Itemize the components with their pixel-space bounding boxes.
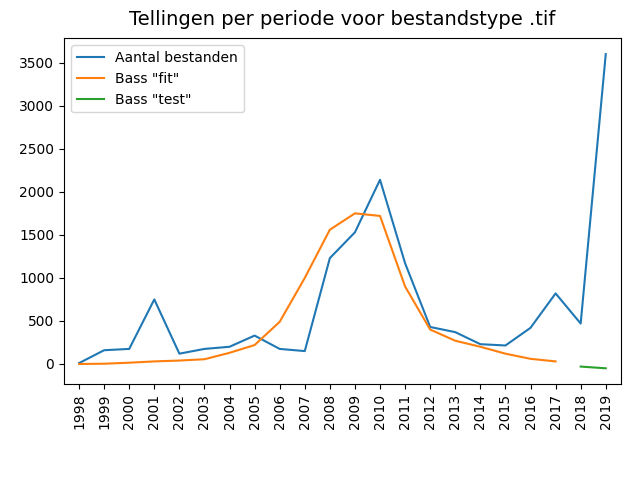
Bass "fit" <box>426 327 434 333</box>
Bass "fit" <box>326 227 333 233</box>
Bass "fit" <box>477 344 484 349</box>
Bass "fit" <box>351 210 359 216</box>
Bass "fit" <box>451 338 459 344</box>
Bass "fit" <box>100 361 108 367</box>
Aantal bestanden <box>226 344 234 349</box>
Bass "fit" <box>552 359 559 364</box>
Aantal bestanden <box>100 348 108 353</box>
Line: Bass "test": Bass "test" <box>580 367 605 368</box>
Bass "fit" <box>251 342 259 348</box>
Aantal bestanden <box>552 290 559 296</box>
Bass "fit" <box>401 284 409 289</box>
Aantal bestanden <box>426 324 434 330</box>
Bass "fit" <box>502 351 509 357</box>
Bass "fit" <box>200 356 208 362</box>
Aantal bestanden <box>351 229 359 235</box>
Line: Bass "fit": Bass "fit" <box>79 213 556 364</box>
Bass "test" <box>577 364 584 370</box>
Aantal bestanden <box>276 346 284 352</box>
Aantal bestanden <box>376 177 384 183</box>
Bass "fit" <box>527 356 534 362</box>
Aantal bestanden <box>527 325 534 331</box>
Aantal bestanden <box>602 51 609 57</box>
Aantal bestanden <box>301 348 308 354</box>
Aantal bestanden <box>477 341 484 347</box>
Aantal bestanden <box>251 333 259 338</box>
Aantal bestanden <box>326 255 333 261</box>
Bass "fit" <box>276 319 284 324</box>
Bass "fit" <box>76 361 83 367</box>
Aantal bestanden <box>502 343 509 348</box>
Aantal bestanden <box>451 329 459 335</box>
Aantal bestanden <box>200 346 208 352</box>
Aantal bestanden <box>401 260 409 266</box>
Line: Aantal bestanden: Aantal bestanden <box>79 54 605 363</box>
Aantal bestanden <box>125 346 133 352</box>
Aantal bestanden <box>577 321 584 326</box>
Title: Tellingen per periode voor bestandstype .tif: Tellingen per periode voor bestandstype … <box>129 10 556 28</box>
Bass "fit" <box>376 213 384 219</box>
Legend: Aantal bestanden, Bass "fit", Bass "test": Aantal bestanden, Bass "fit", Bass "test… <box>71 45 244 112</box>
Bass "test" <box>602 365 609 371</box>
Bass "fit" <box>301 275 308 281</box>
Bass "fit" <box>226 350 234 356</box>
Aantal bestanden <box>150 297 158 302</box>
Aantal bestanden <box>175 351 183 357</box>
Aantal bestanden <box>76 360 83 366</box>
Bass "fit" <box>125 360 133 366</box>
Bass "fit" <box>150 359 158 364</box>
Bass "fit" <box>175 358 183 363</box>
